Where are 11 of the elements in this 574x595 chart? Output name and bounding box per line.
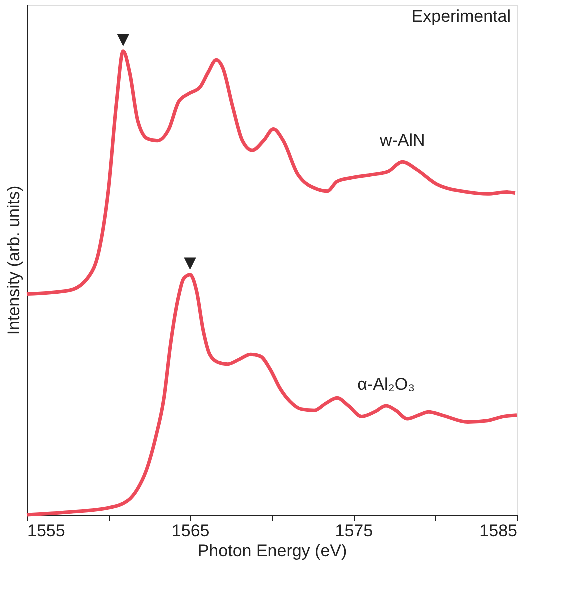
annotation: ▼	[184, 252, 198, 272]
text: Experimental	[412, 7, 511, 26]
x-tick-label: 1575	[335, 522, 374, 540]
y-axis-title: Intensity (arb. units)	[4, 186, 24, 336]
x-tick-label: 1585	[480, 522, 518, 540]
series-label: α-Al₂O₃	[358, 375, 416, 394]
x-tick-label: 1565	[172, 522, 210, 540]
x-axis-title: Photon Energy (eV)	[198, 542, 348, 560]
series-label: w-AlN	[378, 131, 426, 150]
annotation: ▼	[117, 29, 130, 48]
x-tick-label: 1555	[28, 522, 66, 540]
